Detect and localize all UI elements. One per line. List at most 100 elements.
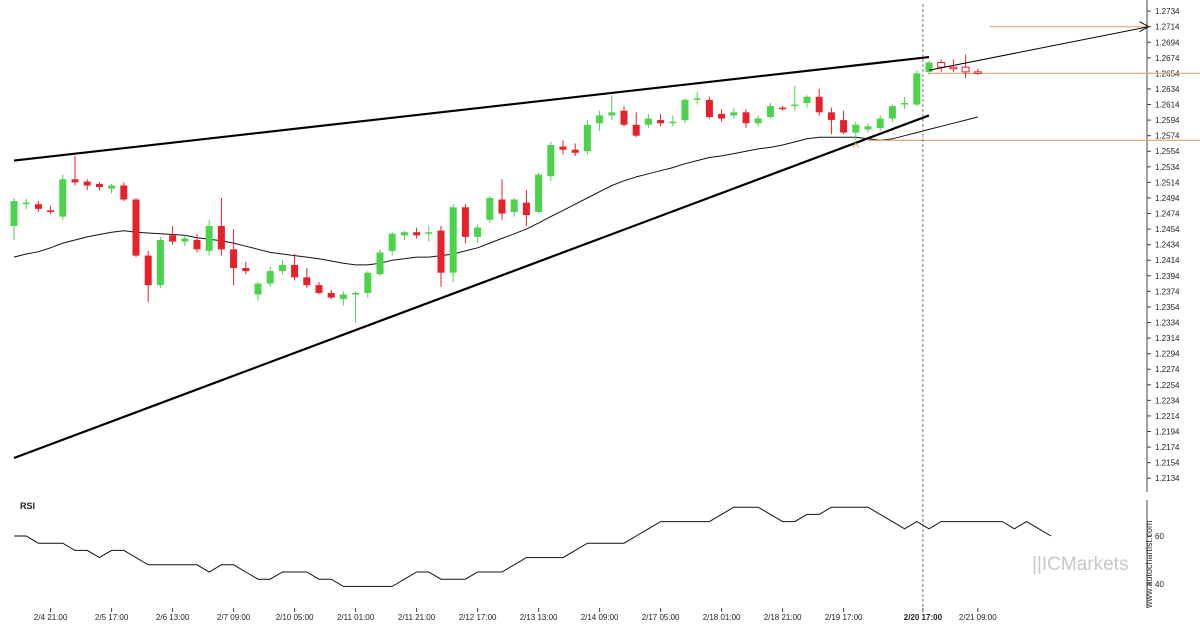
price-tick-label: 1.2674 xyxy=(1155,54,1180,63)
time-tick-label: 2/5 17:00 xyxy=(95,613,129,622)
candle-body xyxy=(364,272,372,293)
time-tick-label: 2/11 21:00 xyxy=(398,613,436,622)
price-tick-label: 1.2494 xyxy=(1155,194,1180,203)
trendline-upper xyxy=(13,55,930,162)
candle-body xyxy=(181,238,189,242)
candle-body xyxy=(583,124,591,152)
candle-body xyxy=(291,264,299,278)
candle-body xyxy=(718,113,726,119)
candle-body xyxy=(47,210,55,212)
candle-body xyxy=(71,179,79,183)
candle-body xyxy=(425,232,433,234)
price-tick-label: 1.2194 xyxy=(1155,428,1180,437)
candle-body xyxy=(547,145,555,177)
candle-body xyxy=(193,239,201,250)
time-tick-label: 2/17 05:00 xyxy=(642,613,680,622)
price-tick-label: 1.2354 xyxy=(1155,303,1180,312)
candle-body xyxy=(205,225,213,251)
candle-body xyxy=(815,96,823,113)
time-tick-label: 2/14 09:00 xyxy=(581,613,619,622)
price-tick-label: 1.2634 xyxy=(1155,85,1180,94)
candle-body xyxy=(278,264,286,272)
brand-logo: ||ICMarkets xyxy=(1032,554,1128,575)
time-tick-label: 2/4 21:00 xyxy=(34,613,68,622)
candle-body xyxy=(474,227,482,237)
candle-body xyxy=(522,202,530,216)
projection-arrowhead xyxy=(1139,21,1150,33)
moving-average xyxy=(13,116,978,266)
candle-body xyxy=(413,232,421,236)
price-tick-label: 1.2514 xyxy=(1155,178,1180,187)
candle-body xyxy=(376,252,384,275)
candle-body xyxy=(669,121,677,124)
price-tick-label: 1.2374 xyxy=(1155,287,1180,296)
candle-body xyxy=(156,239,164,286)
candle-body xyxy=(388,233,396,251)
price-tick-label: 1.2134 xyxy=(1155,474,1180,483)
candle-body xyxy=(242,268,250,272)
time-tick-label: 2/11 01:00 xyxy=(337,613,375,622)
price-tick-label: 1.2334 xyxy=(1155,319,1180,328)
price-tick-label: 1.2174 xyxy=(1155,443,1180,452)
candle-body xyxy=(144,255,152,286)
candle-body xyxy=(217,225,225,250)
candle-body xyxy=(510,199,518,212)
price-chart: 1.27341.27141.26941.26741.26541.26341.26… xyxy=(10,0,1200,608)
candle-body xyxy=(169,235,177,242)
time-tick-label: 2/19 17:00 xyxy=(825,613,863,622)
candle-body xyxy=(913,73,921,105)
candle-body xyxy=(632,124,640,136)
candle-body xyxy=(83,181,91,186)
candle-body xyxy=(95,183,103,188)
price-tick-label: 1.2594 xyxy=(1155,116,1180,125)
candle-body xyxy=(22,202,30,205)
candle-body xyxy=(34,204,42,209)
time-tick-label: 2/20 17:00 xyxy=(904,613,943,622)
rsi-polyline xyxy=(14,506,1052,587)
candle-body xyxy=(949,66,958,70)
rsi-tick-label: 60 xyxy=(1155,532,1164,541)
candle-body xyxy=(461,207,469,237)
price-tick-label: 1.2694 xyxy=(1155,38,1180,47)
candle-body xyxy=(973,71,982,74)
candle-body xyxy=(254,283,262,295)
candle-body xyxy=(559,146,567,150)
time-tick-label: 2/12 17:00 xyxy=(459,613,497,622)
moving-average-line xyxy=(13,116,978,266)
candle-body xyxy=(498,199,506,214)
candle-body xyxy=(693,98,701,100)
candle-body xyxy=(876,118,884,128)
candle-body xyxy=(437,230,445,273)
price-tick-label: 1.2474 xyxy=(1155,210,1180,219)
price-tick-label: 1.2414 xyxy=(1155,256,1180,265)
price-tick-label: 1.2554 xyxy=(1155,147,1180,156)
price-tick-label: 1.2274 xyxy=(1155,365,1180,374)
candle-body xyxy=(742,112,750,124)
price-tick-label: 1.2734 xyxy=(1155,7,1180,16)
candle-body xyxy=(754,118,762,124)
candle-body xyxy=(901,102,909,105)
candle-body xyxy=(766,106,774,117)
candle-body xyxy=(657,120,665,124)
candle-body xyxy=(864,126,872,130)
price-tick-label: 1.2614 xyxy=(1155,101,1180,110)
candle-body xyxy=(803,96,811,103)
candle-body xyxy=(644,118,652,125)
candle-body xyxy=(791,104,799,107)
candle-body xyxy=(10,201,18,226)
price-tick-label: 1.2314 xyxy=(1155,334,1180,343)
candle-body xyxy=(108,185,116,189)
markers xyxy=(852,4,924,608)
time-tick-label: 2/7 09:00 xyxy=(217,613,251,622)
candle-body xyxy=(266,271,274,284)
candle-body xyxy=(705,99,713,117)
candle-body xyxy=(132,199,140,256)
price-tick-label: 1.2214 xyxy=(1155,412,1180,421)
rsi-label: RSI xyxy=(20,501,35,511)
candle-body xyxy=(571,149,579,153)
price-tick-label: 1.2294 xyxy=(1155,350,1180,359)
candle-body xyxy=(730,112,738,116)
candlesticks xyxy=(10,54,982,323)
candle-body xyxy=(840,120,848,133)
